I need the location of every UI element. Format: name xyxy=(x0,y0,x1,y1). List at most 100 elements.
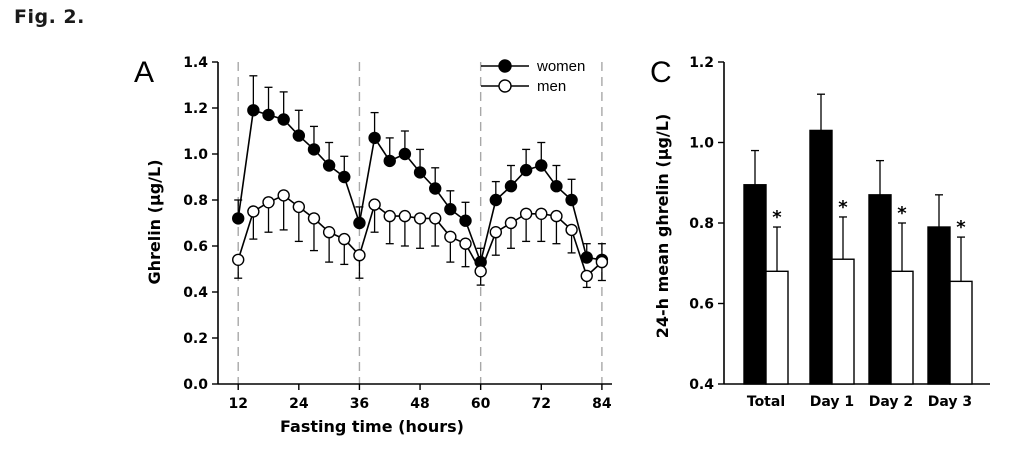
data-point-men xyxy=(247,205,260,218)
y-tick-label: 1.4 xyxy=(183,55,208,71)
data-point-men xyxy=(368,198,381,211)
data-point-women xyxy=(550,179,563,193)
data-point-women xyxy=(429,182,442,195)
bar-group-men: * xyxy=(890,203,914,385)
data-point-men xyxy=(353,248,366,262)
data-point-women xyxy=(277,113,290,126)
data-point-men xyxy=(232,253,245,266)
category-label: Day 3 xyxy=(928,394,972,410)
y-tick-label: 1.2 xyxy=(689,55,714,71)
data-point-men xyxy=(504,216,518,230)
significance-star: * xyxy=(772,207,782,228)
y-tick-label: 0.6 xyxy=(183,239,208,255)
data-point-men xyxy=(474,265,487,278)
data-point-men xyxy=(565,223,578,237)
data-point-men xyxy=(277,189,290,202)
data-point-women xyxy=(322,159,336,172)
data-point-men xyxy=(580,269,593,283)
y-tick-label: 1.2 xyxy=(183,101,208,117)
panel-a-legend: women men xyxy=(481,58,585,95)
panel-a-y-ticks: 0.0 0.2 0.4 0.6 0.8 1.0 1.2 1.4 xyxy=(183,55,218,393)
bar-men xyxy=(949,280,973,385)
figure-label: Fig. 2. xyxy=(14,6,85,28)
category-label: Day 2 xyxy=(869,394,913,410)
bar-women xyxy=(868,194,892,385)
panel-c-bars: * * * * xyxy=(743,93,973,385)
legend-women-marker xyxy=(498,59,512,73)
data-point-men xyxy=(550,209,563,223)
bar-women xyxy=(809,129,833,385)
data-point-men xyxy=(292,200,306,214)
panel-a-axes xyxy=(217,62,612,385)
y-tick-label: 0.0 xyxy=(183,377,208,393)
x-tick-label: 60 xyxy=(471,396,491,412)
legend-men-marker xyxy=(498,79,512,93)
y-tick-label: 0.4 xyxy=(689,377,714,393)
data-point-women xyxy=(489,193,503,207)
significance-star: * xyxy=(897,203,907,224)
bar-group-men: * xyxy=(949,217,973,385)
panel-a-series xyxy=(232,75,609,289)
y-tick-label: 1.0 xyxy=(183,147,208,163)
panel-a-divider-lines xyxy=(237,62,603,384)
data-point-women xyxy=(262,108,275,122)
data-point-women xyxy=(444,202,457,216)
x-tick-label: 72 xyxy=(532,396,551,412)
data-point-men xyxy=(338,232,351,246)
x-tick-label: 48 xyxy=(410,396,429,412)
bar-women xyxy=(927,226,951,385)
y-tick-label: 0.6 xyxy=(689,297,714,313)
panel-c-letter: C xyxy=(650,56,672,89)
data-point-women xyxy=(535,159,548,172)
data-point-women xyxy=(338,170,351,184)
panel-a-x-ticks: 12 24 36 48 60 72 84 xyxy=(228,384,612,412)
data-point-men xyxy=(413,212,427,225)
legend-men-label: men xyxy=(537,78,566,95)
panel-c-y-ticks: 0.4 0.6 0.8 1.0 1.2 xyxy=(689,55,724,393)
data-point-women xyxy=(247,104,260,117)
data-point-men xyxy=(519,207,533,221)
bar-group-women xyxy=(809,93,833,385)
panel-c-x-ticks: Total Day 1 Day 2 Day 3 xyxy=(747,394,972,410)
data-point-women xyxy=(519,163,533,177)
data-point-women xyxy=(307,143,321,156)
data-point-women xyxy=(232,212,245,225)
data-point-women xyxy=(504,179,518,193)
bar-men xyxy=(890,270,914,385)
data-point-women xyxy=(353,216,366,230)
legend-women-label: women xyxy=(536,58,585,75)
bar-group-women xyxy=(927,194,951,385)
data-point-women xyxy=(565,193,578,207)
category-label: Day 1 xyxy=(810,394,854,410)
panel-c-y-axis-label: 24-h mean ghrelin (µg/L) xyxy=(653,114,672,339)
data-point-women xyxy=(292,129,306,142)
panel-a-chart: A 0.0 0.2 0.4 0.6 0.8 1.0 1.2 1.4 12 24 36 48 60 72 8… xyxy=(134,55,612,436)
y-tick-label: 0.8 xyxy=(183,193,208,209)
x-tick-label: 36 xyxy=(350,396,369,412)
x-tick-label: 12 xyxy=(228,396,247,412)
data-point-women xyxy=(580,251,593,264)
bar-group-women xyxy=(743,149,767,385)
category-label: Total xyxy=(747,394,785,410)
data-point-men xyxy=(429,212,442,225)
data-point-women xyxy=(413,166,427,179)
data-point-women xyxy=(383,154,396,168)
data-point-men xyxy=(595,255,609,269)
bar-women xyxy=(743,184,767,385)
y-tick-label: 1.0 xyxy=(689,136,714,152)
data-point-men xyxy=(459,237,472,250)
panel-a-y-axis-label: Ghrelin (µg/L) xyxy=(145,159,164,284)
x-tick-label: 84 xyxy=(592,396,612,412)
x-tick-label: 24 xyxy=(289,396,309,412)
bar-group-men: * xyxy=(765,207,789,385)
data-point-men xyxy=(535,207,548,221)
significance-star: * xyxy=(956,217,966,238)
data-point-men xyxy=(383,209,396,223)
data-point-men xyxy=(444,230,457,244)
y-tick-label: 0.8 xyxy=(689,216,714,232)
panel-a-x-axis-label: Fasting time (hours) xyxy=(280,417,464,436)
data-point-men xyxy=(322,225,336,239)
bar-group-women xyxy=(868,159,892,385)
y-tick-label: 0.2 xyxy=(183,331,208,347)
